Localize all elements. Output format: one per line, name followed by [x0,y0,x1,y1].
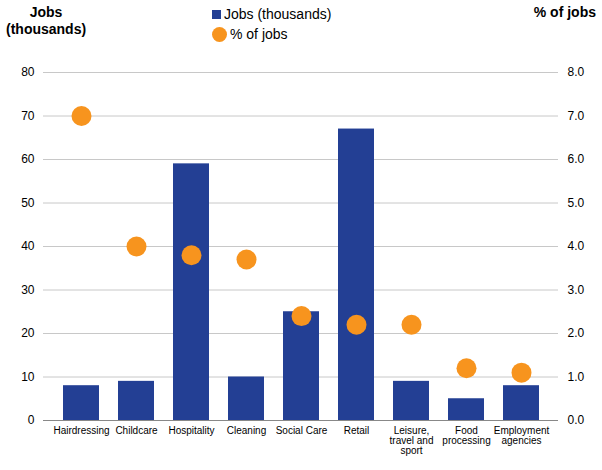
svg-text:Hairdressing: Hairdressing [53,425,109,436]
svg-text:6.0: 6.0 [568,152,585,166]
svg-text:Hospitality: Hospitality [168,425,214,436]
svg-text:5.0: 5.0 [568,196,585,210]
svg-text:Leisure,travel andsport: Leisure,travel andsport [390,425,434,456]
svg-text:0: 0 [28,413,35,427]
svg-text:1.0: 1.0 [568,370,585,384]
svg-text:Cleaning: Cleaning [227,425,266,436]
svg-text:10: 10 [21,370,35,384]
svg-text:Employmentagencies: Employmentagencies [494,425,550,446]
svg-text:80: 80 [21,65,35,79]
svg-text:70: 70 [21,109,35,123]
svg-text:20: 20 [21,326,35,340]
svg-text:Social Care: Social Care [276,425,328,436]
svg-text:60: 60 [21,152,35,166]
html-text:Jobs (thousands): Jobs (thousands) [224,6,332,22]
svg-text:7.0: 7.0 [568,109,585,123]
html-text:Jobs (thousands): Jobs (thousands) [6,4,87,37]
svg-text:Foodprocessing: Foodprocessing [442,425,490,446]
svg-text:3.0: 3.0 [568,283,585,297]
html-text:% of jobs: % of jobs [533,4,596,20]
svg-text:40: 40 [21,239,35,253]
svg-text:4.0: 4.0 [568,239,585,253]
svg-text:30: 30 [21,283,35,297]
html-text:% of jobs: % of jobs [230,26,288,42]
svg-text:Childcare: Childcare [115,425,158,436]
svg-text:0.0: 0.0 [568,413,585,427]
svg-text:2.0: 2.0 [568,326,585,340]
svg-text:50: 50 [21,196,35,210]
svg-text:8.0: 8.0 [568,65,585,79]
svg-text:Retail: Retail [344,425,370,436]
